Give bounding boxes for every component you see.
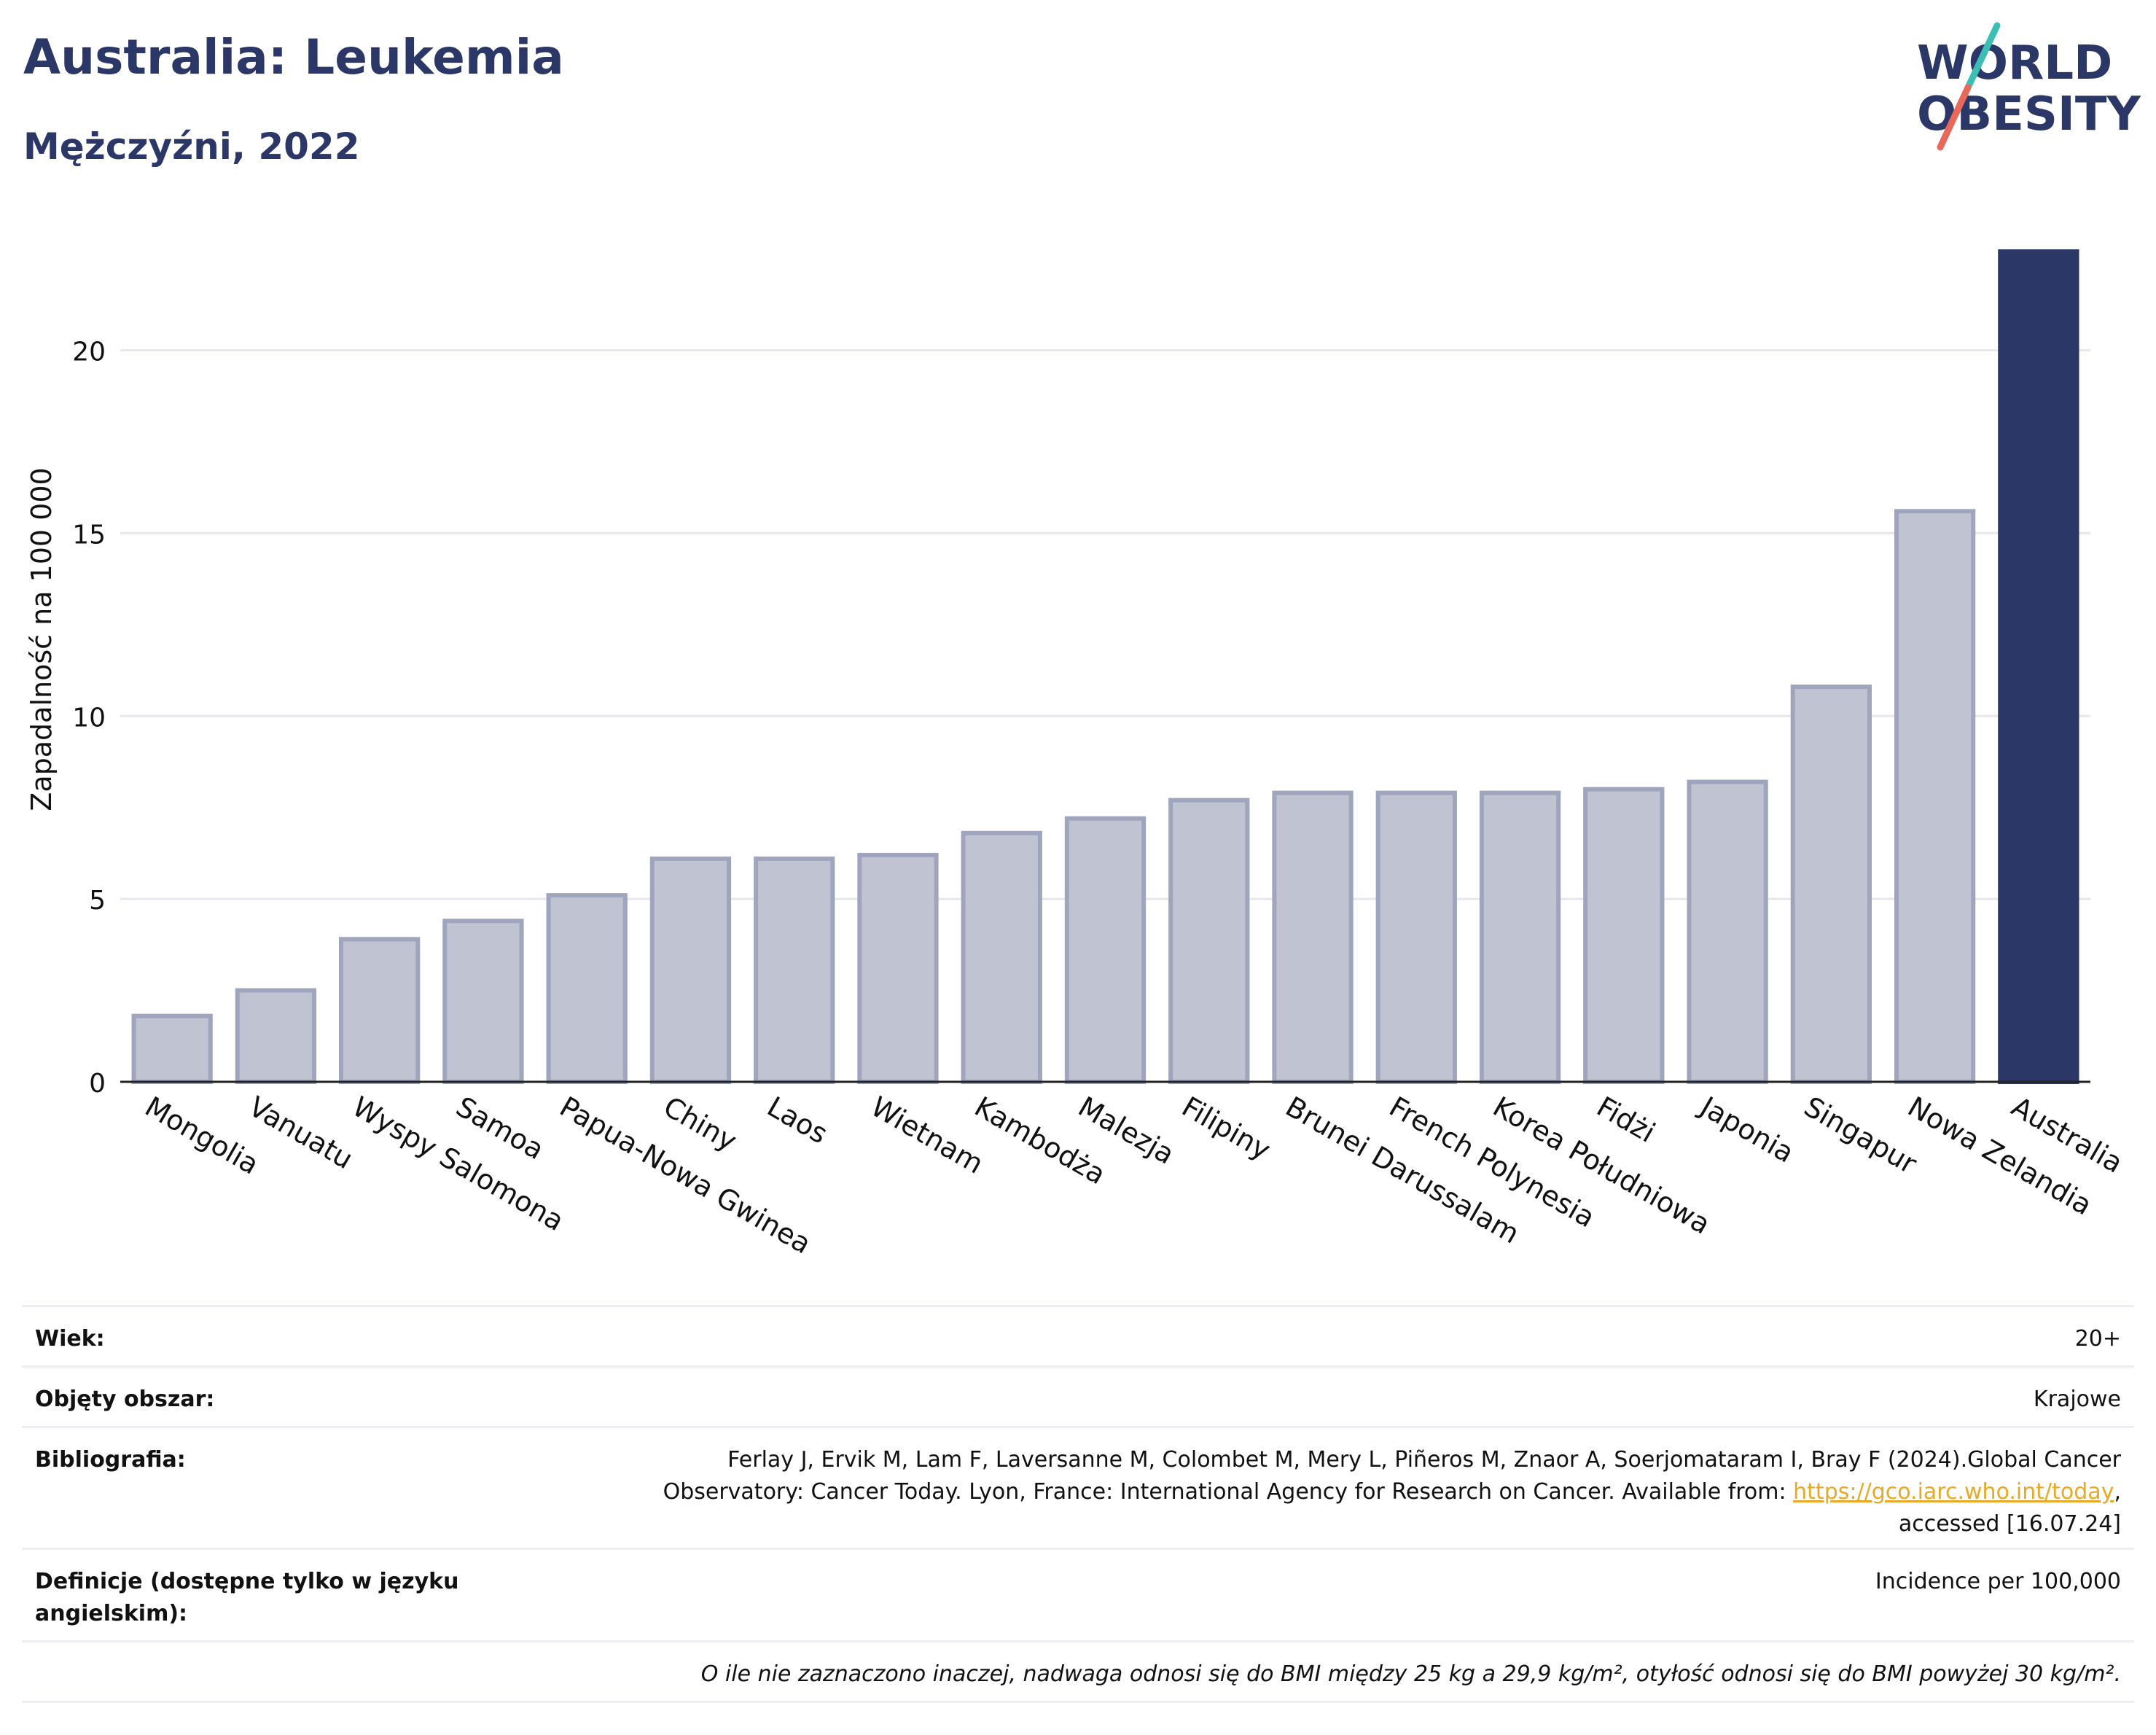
bibliography-value: Ferlay J, Ervik M, Lam F, Laversanne M, … bbox=[590, 1428, 2134, 1548]
x-tick-label: Chiny bbox=[658, 1091, 742, 1158]
bar-korea-południowa[interactable] bbox=[1479, 790, 1561, 1084]
area-label: Objęty obszar: bbox=[35, 1387, 215, 1412]
bar-australia[interactable] bbox=[1998, 249, 2079, 1085]
x-tick-label: Wietnam bbox=[865, 1091, 988, 1180]
x-tick-label: Nowa Zelandia bbox=[1902, 1091, 2097, 1222]
logo-slash-teal bbox=[1964, 22, 2001, 91]
chart-title: Australia: Leukemia bbox=[23, 29, 564, 85]
bibliography-suffix: , accessed [16.07.24] bbox=[1898, 1479, 2121, 1537]
x-tick-label: Laos bbox=[762, 1091, 833, 1150]
bar-japonia[interactable] bbox=[1687, 779, 1768, 1084]
chart-subtitle: Mężczyźni, 2022 bbox=[23, 125, 360, 168]
y-tick-label: 5 bbox=[89, 886, 106, 916]
y-axis-label: Zapadalność na 100 000 bbox=[26, 467, 58, 811]
bar-malezja[interactable] bbox=[1064, 816, 1147, 1084]
bibliography-link[interactable]: https://gco.iarc.who.int/today bbox=[1793, 1479, 2114, 1505]
x-tick-label: Filipiny bbox=[1176, 1091, 1276, 1166]
x-tick-label: Singapur bbox=[1799, 1091, 1923, 1180]
age-label: Wiek: bbox=[35, 1326, 105, 1352]
y-tick-label: 0 bbox=[89, 1069, 106, 1099]
age-value: 20+ bbox=[2074, 1326, 2121, 1352]
bar-vanuatu[interactable] bbox=[235, 988, 317, 1084]
bibliography-text: Ferlay J, Ervik M, Lam F, Laversanne M, … bbox=[663, 1447, 2121, 1505]
metadata-table: Wiek: 20+ Objęty obszar: Krajowe Bibliog… bbox=[22, 1305, 2134, 1703]
meta-row-area: Objęty obszar: Krajowe bbox=[22, 1365, 2134, 1426]
bar-fidżi[interactable] bbox=[1583, 787, 1665, 1084]
footnote: O ile nie zaznaczono inaczej, nadwaga od… bbox=[700, 1661, 2121, 1687]
bar-mongolia[interactable] bbox=[131, 1013, 213, 1085]
bar-wyspy-salomona[interactable] bbox=[339, 937, 421, 1085]
bar-chiny[interactable] bbox=[649, 856, 732, 1084]
bar-kambodża[interactable] bbox=[961, 830, 1042, 1084]
y-tick-labels: 0 5 10 15 20 bbox=[72, 338, 106, 1099]
x-tick-label: Fidżi bbox=[1591, 1091, 1660, 1149]
y-tick-label: 20 bbox=[72, 338, 106, 367]
meta-row-definitions: Definicje (dostępne tylko w języku angie… bbox=[22, 1548, 2134, 1640]
bar-brunei-darussalam[interactable] bbox=[1272, 790, 1354, 1084]
area-value: Krajowe bbox=[2033, 1387, 2121, 1412]
bar-wietnam[interactable] bbox=[857, 852, 939, 1084]
meta-row-bibliography: Bibliografia: Ferlay J, Ervik M, Lam F, … bbox=[22, 1426, 2134, 1548]
bar-papua-nowa-gwinea[interactable] bbox=[546, 893, 628, 1084]
bar-laos[interactable] bbox=[754, 856, 835, 1084]
x-tick-label: Vanuatu bbox=[243, 1091, 359, 1175]
bar-french-polynesia[interactable] bbox=[1375, 790, 1457, 1084]
bar-filipiny[interactable] bbox=[1168, 798, 1250, 1085]
logo-text-world: WORLD bbox=[1917, 36, 2112, 90]
x-tick-label: Mongolia bbox=[140, 1091, 265, 1181]
definitions-label: Definicje (dostępne tylko w języku angie… bbox=[35, 1569, 459, 1626]
bar-samoa[interactable] bbox=[442, 919, 524, 1084]
bar-nowa-zelandia[interactable] bbox=[1894, 509, 1976, 1084]
bars bbox=[131, 249, 2079, 1085]
meta-row-note: O ile nie zaznaczono inaczej, nadwaga od… bbox=[22, 1640, 2134, 1703]
bar-singapur[interactable] bbox=[1790, 685, 1872, 1084]
y-tick-label: 15 bbox=[72, 520, 106, 550]
world-obesity-logo: WORLD OBESITY bbox=[1917, 22, 2141, 151]
bibliography-label: Bibliografia: bbox=[35, 1447, 186, 1473]
y-tick-label: 10 bbox=[72, 703, 106, 733]
meta-row-age: Wiek: 20+ bbox=[22, 1305, 2134, 1365]
x-tick-label: Japonia bbox=[1694, 1090, 1800, 1169]
definitions-value: Incidence per 100,000 bbox=[1875, 1569, 2121, 1594]
logo-slash-coral bbox=[1937, 84, 1972, 151]
